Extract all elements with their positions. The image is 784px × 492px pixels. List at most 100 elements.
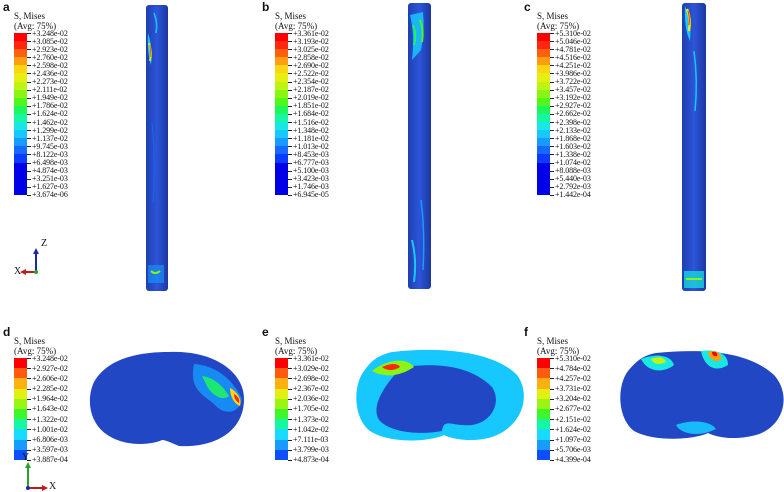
legend-swatch (537, 429, 550, 440)
legend-value: +1.603e-02 (555, 141, 591, 151)
cylinder-contour-c (682, 3, 706, 291)
legend-swatch (537, 439, 550, 450)
legend-value: +2.927e-02 (32, 363, 68, 373)
legend-tick (550, 89, 554, 91)
legend-value: +5.706e-03 (555, 445, 591, 455)
legend-title: S, Mises (275, 336, 307, 346)
legend-tick (27, 170, 31, 172)
legend-rows: +3.248e-02 +3.085e-02 +2.923e-02 +2.760e-02… (14, 29, 68, 203)
legend-value: +6.945e-05 (293, 190, 329, 200)
legend-row: +7.111e-03 (275, 436, 328, 450)
legend-swatch (14, 122, 27, 131)
legend-tick (550, 113, 554, 115)
legend-value: +2.367e-02 (293, 384, 329, 394)
legend-tick (550, 178, 554, 180)
legend-c: S, Mises (Avg: 75%) +5.310e-02 +5.046e-02… (537, 11, 591, 203)
legend-tick (27, 113, 31, 115)
legend-row: +4.251e-02 (537, 61, 591, 74)
legend-swatch (537, 113, 550, 123)
legend-a: S, Mises (Avg: 75%) +3.248e-02 +3.085e-02… (14, 11, 68, 203)
legend-tick (288, 138, 292, 140)
legend-value: +1.001e-02 (32, 424, 68, 434)
legend-swatch (537, 57, 550, 66)
legend-tick (27, 449, 31, 451)
cylinder-contour-b (408, 3, 431, 289)
legend-tick (550, 41, 554, 43)
legend-tick (288, 368, 292, 370)
legend-swatch (275, 162, 288, 171)
legend-value: +6.777e-03 (293, 158, 329, 167)
legend-tick (288, 73, 292, 75)
legend-value: +1.322e-02 (32, 414, 68, 424)
legend-title: S, Mises (14, 336, 46, 346)
legend-row: +1.042e-02 (275, 425, 329, 440)
legend-tick (27, 49, 31, 51)
legend-row: +3.248e-02 (14, 29, 68, 42)
legend-value: +3.192e-02 (555, 93, 591, 103)
legend-tick (550, 368, 554, 370)
axis-label-x: X (49, 481, 57, 492)
legend-swatch (275, 105, 288, 114)
legend-tick (288, 170, 292, 172)
legend-row: +1.013e-02 (275, 142, 329, 155)
legend-row: +2.677e-02 (537, 405, 591, 420)
legend-value: +1.299e-02 (32, 125, 68, 135)
legend-tick (288, 41, 292, 43)
legend-swatch (537, 408, 550, 420)
legend-tick (27, 154, 31, 156)
legend-value: +1.442e-04 (555, 190, 591, 200)
legend-row: +4.781e-02 (537, 45, 591, 58)
legend-swatch (275, 57, 288, 66)
legend-value: +6.806e-03 (32, 435, 68, 444)
legend-subtitle: (Avg: 75%) (537, 346, 580, 356)
legend-swatch (14, 388, 27, 399)
legend-value: +3.361e-02 (293, 353, 329, 363)
legend-swatch (14, 439, 27, 450)
legend-row: +3.029e-02 (275, 364, 329, 379)
legend-swatch (14, 186, 27, 195)
legend-swatch (14, 73, 27, 82)
legend-value: +3.025e-02 (293, 44, 329, 54)
legend-subtitle: (Avg: 75%) (537, 21, 580, 31)
legend-row: +2.923e-02 (14, 45, 68, 58)
legend-value: +5.310e-02 (555, 28, 591, 38)
legend-value: +1.851e-02 (293, 101, 329, 111)
legend-tick (288, 429, 292, 431)
legend-row: +4.873e-04 (275, 456, 329, 470)
legend-swatch (275, 97, 288, 106)
legend-tick (288, 439, 292, 441)
legend-tick (27, 73, 31, 75)
panel-label-c: c (524, 0, 531, 14)
legend-value: +2.606e-02 (32, 373, 68, 383)
legend-swatch (14, 33, 27, 42)
legend-tick (288, 146, 292, 148)
legend-value: +8.453e-03 (293, 149, 329, 159)
legend-value: +4.874e-03 (32, 166, 68, 176)
legend-row: +6.945e-05 (275, 191, 329, 203)
legend-value: +7.111e-03 (293, 435, 329, 444)
legend-value: +1.868e-02 (555, 133, 591, 143)
legend-value: +4.873e-04 (293, 455, 329, 465)
legend-swatch (537, 89, 550, 98)
legend-row: +1.627e-03 (14, 183, 68, 195)
legend-swatch (537, 105, 550, 114)
legend-swatch (537, 130, 550, 139)
legend-tick (27, 97, 31, 99)
legend-tick (27, 122, 31, 124)
legend-swatch (275, 41, 288, 50)
legend-swatch (537, 122, 550, 131)
legend-value: +9.745e-03 (32, 141, 68, 151)
legend-value: +1.684e-02 (293, 109, 329, 119)
legend-row: +1.624e-02 (14, 110, 68, 123)
legend-row: +1.442e-04 (537, 191, 591, 203)
legend-row: +1.074e-02 (537, 159, 591, 171)
legend-tick (27, 194, 31, 196)
legend-value: +1.348e-02 (293, 125, 329, 135)
legend-row: +1.516e-02 (275, 118, 329, 131)
legend-swatch (275, 178, 288, 187)
legend-row: +2.927e-02 (14, 364, 68, 379)
legend-swatch (537, 81, 550, 90)
legend-row: +3.204e-02 (537, 395, 591, 409)
legend-row: +8.122e-03 (14, 150, 68, 163)
axis-label-y: Y (22, 452, 30, 463)
